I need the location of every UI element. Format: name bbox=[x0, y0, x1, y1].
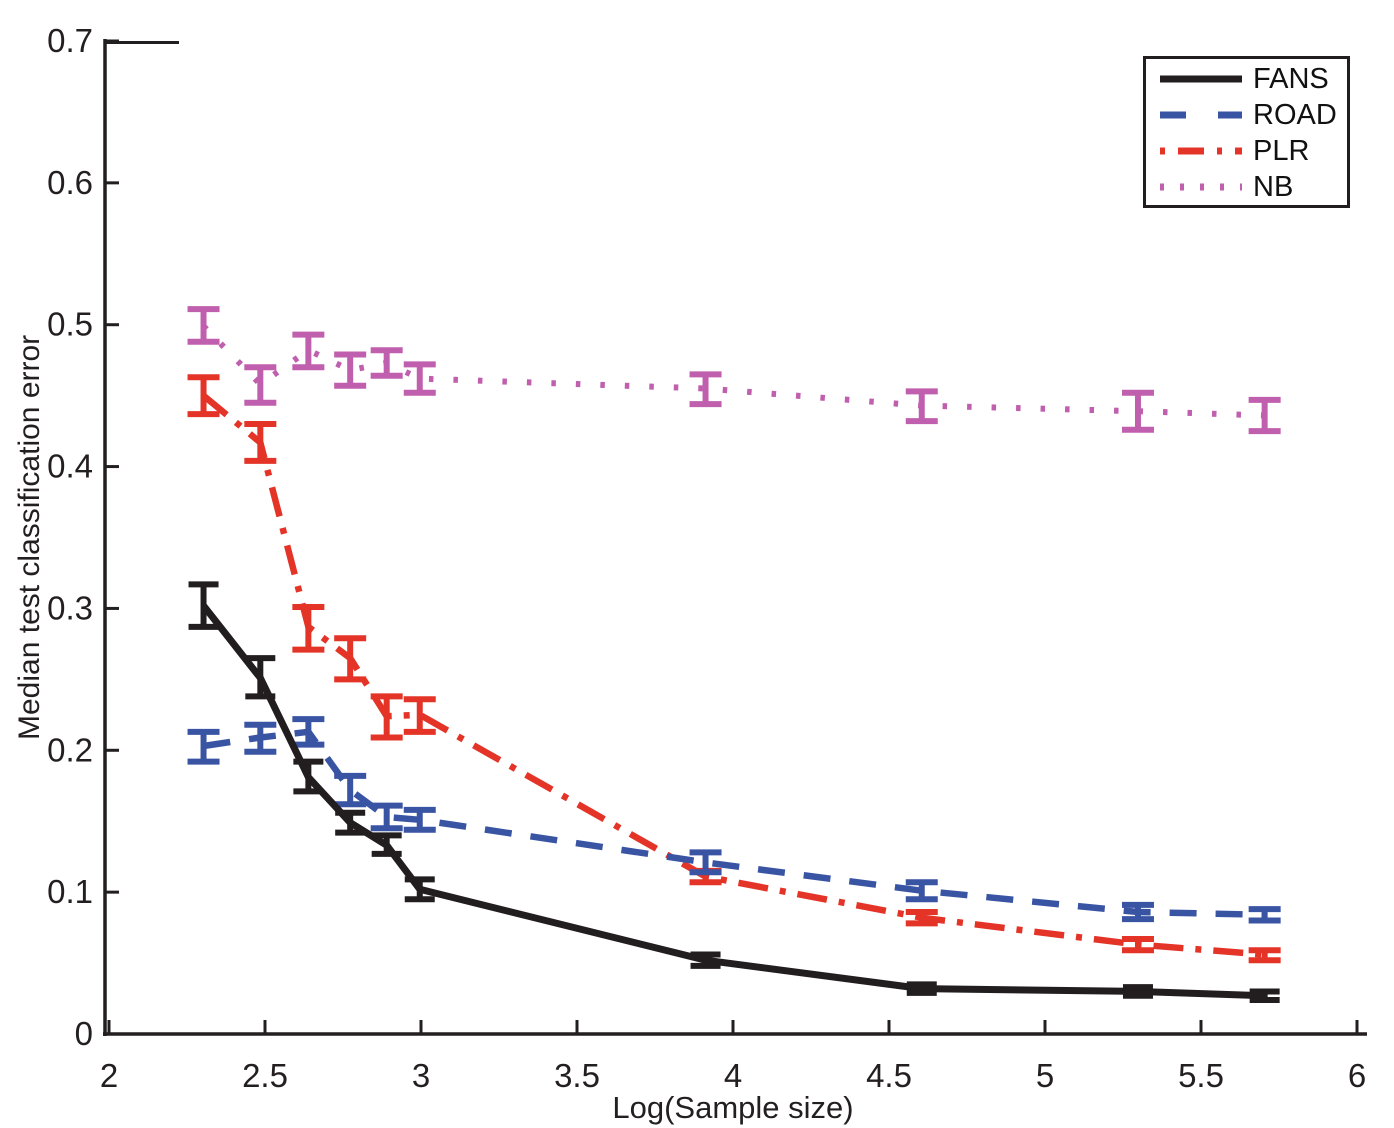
x-tick-label: 4.5 bbox=[866, 1057, 912, 1094]
error-bar-road bbox=[187, 728, 220, 765]
error-bar-road bbox=[370, 802, 403, 832]
y-tick-label: 0.7 bbox=[47, 22, 93, 59]
error-bar-fans bbox=[1249, 988, 1280, 1003]
error-bar-road bbox=[1121, 901, 1154, 923]
legend-line-sample-fans bbox=[1160, 75, 1242, 83]
error-bar-plr bbox=[905, 909, 938, 927]
error-bar-nb bbox=[1121, 389, 1154, 433]
error-bar-plr bbox=[244, 421, 277, 464]
error-bar-fans bbox=[404, 876, 435, 903]
y-tick-label: 0.4 bbox=[47, 448, 93, 485]
x-tick-label: 3.5 bbox=[554, 1057, 600, 1094]
error-bar-fans bbox=[690, 951, 721, 969]
y-tick-label: 0.2 bbox=[47, 731, 93, 768]
error-bar-plr bbox=[1248, 947, 1281, 964]
error-bar-plr bbox=[292, 604, 325, 653]
error-bar-plr bbox=[187, 374, 220, 418]
error-bar-nb bbox=[244, 364, 277, 406]
legend-line-sample-road bbox=[1160, 111, 1242, 119]
series-line-fans bbox=[200, 603, 1265, 1000]
error-bar-nb bbox=[370, 347, 403, 379]
y-axis-label: Median test classification error bbox=[13, 334, 46, 741]
y-tick-label: 0.6 bbox=[47, 164, 93, 201]
x-tick-label: 3 bbox=[412, 1057, 430, 1094]
error-bar-nb bbox=[403, 361, 436, 396]
x-axis-label: Log(Sample size) bbox=[612, 1090, 854, 1125]
legend-line-sample-nb bbox=[1160, 183, 1242, 191]
error-bar-road bbox=[905, 879, 938, 903]
error-bar-fans bbox=[371, 832, 402, 857]
error-bar-fans bbox=[1122, 984, 1153, 999]
error-bar-road bbox=[244, 721, 277, 755]
error-bar-plr bbox=[403, 696, 436, 735]
error-bar-fans bbox=[293, 758, 324, 795]
error-bar-fans bbox=[188, 581, 219, 630]
x-tick-label: 5.5 bbox=[1178, 1057, 1224, 1094]
error-bar-road bbox=[292, 716, 325, 748]
legend-label-road: ROAD bbox=[1253, 99, 1337, 131]
x-tick-label: 2.5 bbox=[242, 1057, 288, 1094]
legend-line-sample-plr bbox=[1160, 147, 1242, 155]
x-tick-label: 2 bbox=[100, 1057, 118, 1094]
legend-item-road: ROAD bbox=[1146, 97, 1347, 133]
error-bar-nb bbox=[1248, 396, 1281, 435]
error-bar-fans bbox=[245, 655, 276, 700]
legend-label-nb: NB bbox=[1253, 171, 1294, 203]
error-bar-nb bbox=[689, 371, 722, 408]
error-bar-nb bbox=[905, 388, 938, 425]
legend: FANS ROAD PLR NB bbox=[1143, 56, 1350, 208]
x-tick-label: 5 bbox=[1036, 1057, 1054, 1094]
series-line-road bbox=[203, 728, 1265, 919]
error-bar-road bbox=[689, 849, 722, 876]
legend-label-fans: FANS bbox=[1253, 63, 1329, 95]
y-tick-label: 0.3 bbox=[47, 589, 93, 626]
y-tick-label: 0 bbox=[75, 1015, 93, 1052]
error-bar-road bbox=[334, 772, 367, 808]
error-bar-fans bbox=[335, 809, 366, 836]
error-bar-nb bbox=[334, 351, 367, 389]
legend-item-fans: FANS bbox=[1146, 61, 1347, 97]
x-tick-label: 6 bbox=[1348, 1057, 1366, 1094]
legend-item-nb: NB bbox=[1146, 169, 1347, 205]
y-tick-label: 0.5 bbox=[47, 306, 93, 343]
legend-item-plr: PLR bbox=[1146, 133, 1347, 169]
x-tick-label: 4 bbox=[724, 1057, 742, 1094]
error-bar-road bbox=[403, 806, 436, 833]
legend-label-plr: PLR bbox=[1253, 135, 1310, 167]
series-line-nb bbox=[201, 324, 1265, 419]
error-bar-plr bbox=[334, 635, 367, 683]
error-bar-fans bbox=[906, 981, 937, 996]
error-bar-plr bbox=[370, 693, 403, 741]
error-bar-road bbox=[1248, 906, 1281, 924]
error-bar-plr bbox=[1121, 935, 1154, 954]
series-line-plr bbox=[201, 393, 1265, 958]
y-tick-label: 0.1 bbox=[47, 873, 93, 910]
error-bar-nb bbox=[187, 306, 220, 345]
error-bar-nb bbox=[292, 331, 325, 371]
